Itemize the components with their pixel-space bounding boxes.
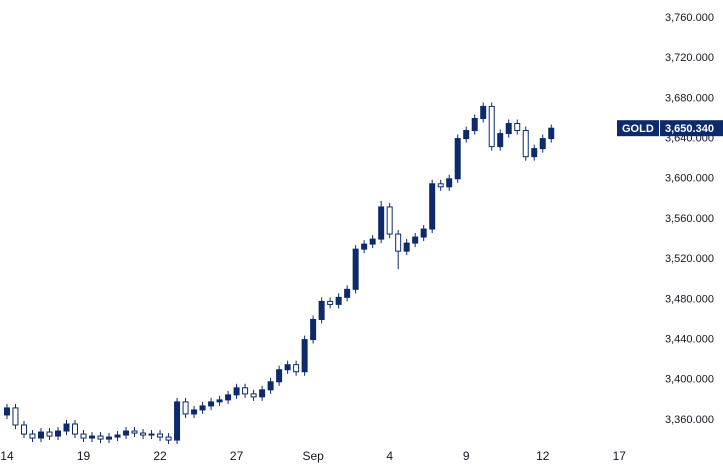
candle-body [318, 300, 325, 320]
candle-body [12, 407, 19, 426]
x-tick-label: 12 [536, 449, 550, 463]
candle-body [488, 105, 495, 148]
y-tick-label: 3,720.000 [665, 52, 714, 64]
candle-body [199, 405, 206, 411]
candle-body [250, 393, 257, 398]
candle-body [216, 399, 223, 403]
y-tick-label: 3,760.000 [665, 12, 714, 24]
candle-body [276, 369, 283, 383]
x-tick-label: 9 [463, 449, 470, 463]
y-tick-label: 3,360.000 [665, 414, 714, 426]
candle-body [514, 123, 521, 132]
candle-body [454, 138, 461, 180]
x-tick-label: Sep [302, 449, 324, 463]
candle-body [352, 248, 359, 290]
y-tick-label: 3,440.000 [665, 333, 714, 345]
candle-body [182, 401, 189, 415]
candle-body [378, 206, 385, 240]
y-tick-label: 3,480.000 [665, 293, 714, 305]
candle-body [412, 236, 419, 244]
candle-body [369, 238, 376, 245]
candle-body [344, 288, 351, 298]
candle-body [46, 431, 53, 437]
y-tick-label: 3,680.000 [665, 92, 714, 104]
candle-body [463, 130, 470, 140]
candle-body [420, 228, 427, 238]
candle-body [301, 339, 308, 373]
candle-body [97, 435, 104, 440]
candle-body [123, 430, 130, 436]
candle-body [539, 138, 546, 150]
candle-body [471, 117, 478, 132]
candle-body [437, 183, 444, 188]
candle-body [293, 364, 300, 373]
candle-body [259, 389, 266, 398]
candle-body [335, 296, 342, 305]
candle-body [531, 148, 538, 158]
candle-body [480, 105, 487, 119]
candle-body [446, 178, 453, 188]
candle-body [106, 436, 113, 440]
candle-body [284, 364, 291, 371]
candle-body [548, 127, 555, 140]
symbol-label: GOLD [622, 123, 654, 135]
y-tick-label: 3,520.000 [665, 253, 714, 265]
candle-body [157, 433, 164, 438]
candle-body [80, 433, 87, 439]
candle-body [386, 206, 393, 235]
candle-body [114, 434, 121, 438]
candle-body [63, 423, 70, 432]
candle-body [505, 123, 512, 135]
y-tick-label: 3,400.000 [665, 374, 714, 386]
candle-body [165, 436, 172, 441]
candle-body [37, 431, 44, 439]
y-tick-label: 3,560.000 [665, 213, 714, 225]
x-tick-label: 22 [153, 449, 167, 463]
candle-body [225, 394, 232, 401]
y-tick-label: 3,600.000 [665, 173, 714, 185]
candle-body [131, 430, 138, 434]
candle-body [29, 433, 36, 439]
candle-body [267, 381, 274, 391]
candle-body [403, 242, 410, 252]
candle-body [242, 387, 249, 395]
x-tick-label: 27 [230, 449, 244, 463]
last-price-label: 3,650.340 [665, 123, 714, 135]
symbol-tag [617, 120, 659, 137]
candle-body [191, 409, 198, 415]
x-tick-label: 17 [613, 449, 627, 463]
x-tick-label: 14 [0, 449, 14, 463]
x-tick-label: 19 [77, 449, 91, 463]
candle-body [140, 432, 147, 436]
x-tick-label: 4 [386, 449, 393, 463]
candle-body [174, 401, 181, 441]
candle-body [54, 430, 61, 437]
candle-body [429, 183, 436, 230]
candle-body [497, 133, 504, 148]
candle-body [148, 433, 155, 436]
candle-body [395, 233, 402, 252]
candle-body [233, 387, 240, 396]
candle-body [89, 435, 96, 439]
candle-body [208, 401, 215, 407]
candle-body [522, 130, 529, 158]
candle-body [20, 424, 27, 435]
candle-body [361, 243, 368, 250]
candle-body [72, 423, 79, 435]
candle-body [310, 318, 317, 341]
candle-body [3, 407, 10, 416]
price-tag [660, 120, 723, 137]
candle-body [327, 300, 334, 305]
